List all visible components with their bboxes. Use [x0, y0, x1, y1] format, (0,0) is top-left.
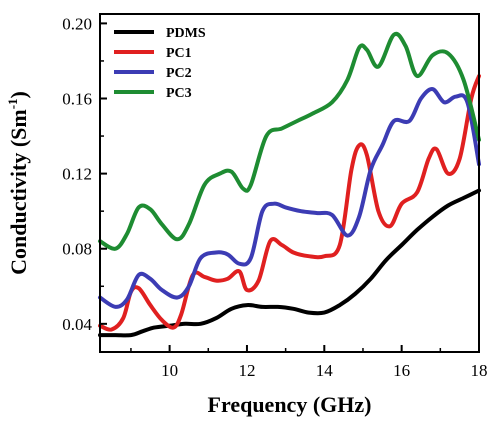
- x-tick-label: 10: [161, 361, 178, 380]
- y-axis-title-sup: -1: [5, 98, 20, 109]
- legend: PDMS PC1 PC2 PC3: [114, 26, 206, 101]
- tick-layer: 10 12 14 16 18 0.04 0.08 0.12 0.16 0.20: [62, 14, 487, 380]
- y-tick-label: 0.16: [62, 90, 92, 109]
- series-line-pc1: [98, 74, 481, 332]
- y-tick-label: 0.08: [62, 240, 92, 259]
- y-tick-label: 0.04: [62, 315, 92, 334]
- series-line-pdms: [98, 188, 481, 338]
- x-tick-label: 12: [238, 361, 255, 380]
- plot-frame: [99, 13, 480, 353]
- y-axis-title-close: ): [6, 91, 31, 98]
- y-tick-label: 0.20: [62, 14, 92, 33]
- series-line-pc2: [98, 87, 481, 309]
- x-tick-label: 16: [393, 361, 410, 380]
- x-tick-label: 14: [316, 361, 334, 380]
- legend-label-pdms: PDMS: [166, 26, 206, 41]
- legend-label-pc1: PC1: [166, 46, 192, 61]
- y-axis-title: Conductivity (Sm-1): [5, 91, 31, 275]
- x-axis-title: Frequency (GHz): [208, 392, 372, 417]
- x-tick-label: 18: [471, 361, 488, 380]
- legend-label-pc3: PC3: [166, 86, 192, 101]
- y-tick-label: 0.12: [62, 165, 92, 184]
- series-line-pc3: [98, 31, 481, 251]
- series-layer: [98, 31, 481, 338]
- y-axis-title-main: Conductivity (Sm: [6, 109, 31, 275]
- legend-label-pc2: PC2: [166, 66, 192, 81]
